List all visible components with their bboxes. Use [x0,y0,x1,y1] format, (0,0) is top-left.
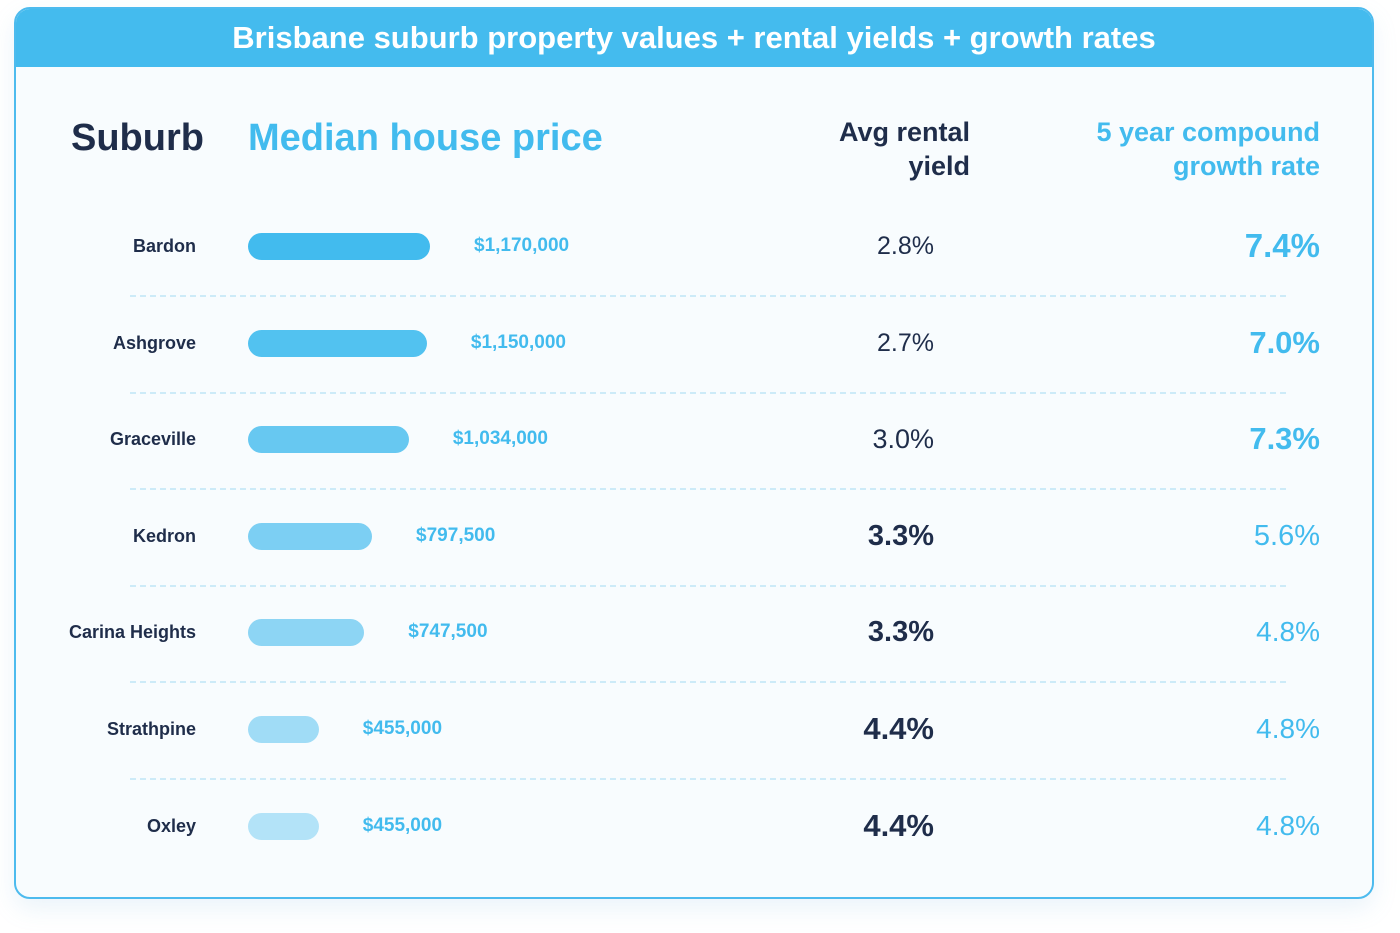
column-header-growth: 5 year compound growth rate [1096,117,1320,181]
table-row: Graceville $1,034,000 3.0% 7.3% [16,419,1372,459]
column-header-yield: Avg rental yield [838,117,970,181]
price-label: $1,150,000 [470,331,566,353]
growth-value: 4.8% [1256,713,1320,744]
suburb-label: Kedron [133,525,196,546]
table-row: Carina Heights $747,500 3.3% 4.8% [16,612,1372,652]
table-row: Bardon $1,170,000 2.8% 7.4% [16,226,1372,266]
suburb-label: Graceville [109,429,196,450]
suburb-label: Bardon [133,236,196,256]
yield-value: 3.0% [872,424,934,455]
price-bar [248,716,319,743]
row-divider [130,488,1286,491]
price-label: $455,000 [362,814,443,836]
table-row: Ashgrove $1,150,000 2.7% 7.0% [16,323,1372,363]
price-bar [248,812,319,840]
suburb-label: Carina Heights [68,622,196,643]
growth-value: 4.8% [1256,809,1320,841]
suburb-label: Oxley [146,815,196,836]
column-header-price: Median house price [248,117,603,159]
price-label: $747,500 [408,621,488,643]
row-divider [130,778,1286,780]
price-bar [248,329,427,357]
price-bar [248,426,409,454]
price-label: $455,000 [362,718,443,739]
growth-value: 5.6% [1253,519,1320,552]
growth-value: 4.8% [1256,616,1320,648]
growth-value: 7.4% [1244,227,1320,264]
yield-value: 2.7% [877,328,934,357]
price-bar [248,522,373,550]
row-divider [130,681,1286,684]
yield-value: 4.4% [863,711,934,746]
infographic-card: Brisbane suburb property values + rental… [14,7,1374,899]
row-divider [130,295,1286,297]
price-label: $797,500 [416,524,496,546]
suburb-label: Strathpine [106,719,196,739]
yield-value: 3.3% [867,616,934,649]
price-bar [248,619,365,647]
yield-value: 4.4% [863,807,934,843]
price-label: $1,034,000 [452,428,548,450]
title: Brisbane suburb property values + rental… [16,9,1372,67]
growth-value: 7.0% [1249,324,1320,360]
yield-value: 3.3% [867,519,934,552]
price-bar [248,233,430,260]
table-row: Kedron $797,500 3.3% 5.6% [16,516,1372,556]
price-label: $1,170,000 [474,235,570,256]
table-row: Oxley $455,000 4.4% 4.8% [16,806,1372,846]
yield-value: 2.8% [877,232,934,260]
row-divider [130,391,1286,394]
suburb-label: Ashgrove [112,332,196,353]
growth-value: 7.3% [1249,421,1320,457]
column-header-suburb: Suburb [71,117,204,159]
table-row: Strathpine $455,000 4.4% 4.8% [16,709,1372,749]
row-divider [130,584,1286,587]
